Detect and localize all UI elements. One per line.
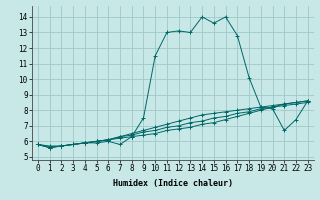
X-axis label: Humidex (Indice chaleur): Humidex (Indice chaleur) <box>113 179 233 188</box>
